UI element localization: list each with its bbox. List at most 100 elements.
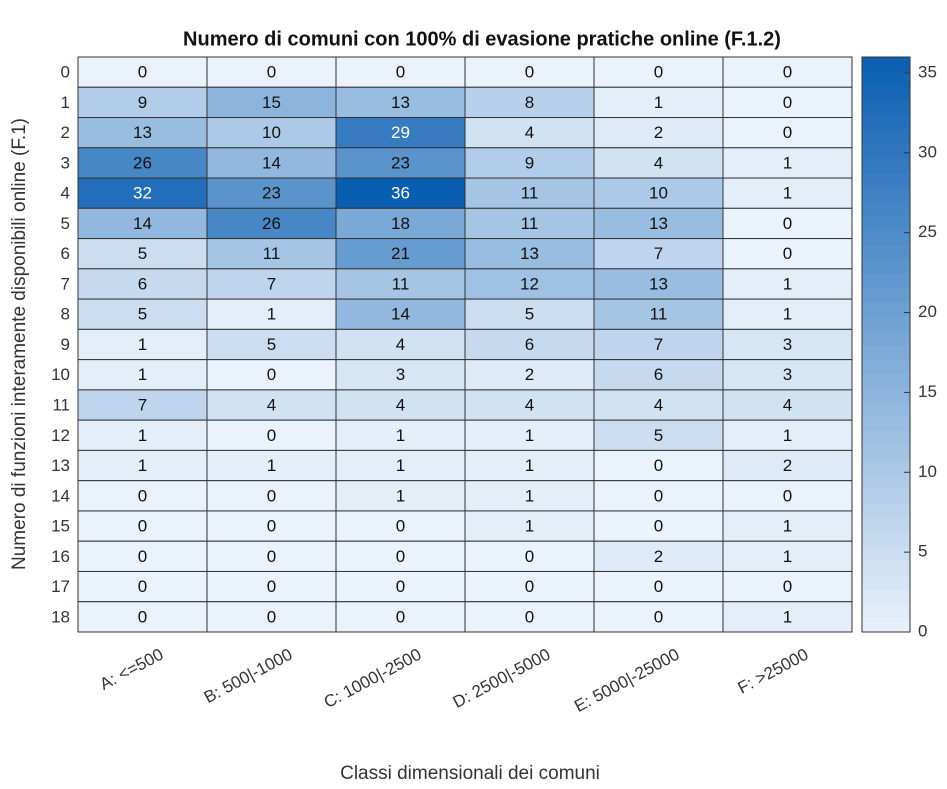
- cell-label: 0: [525, 577, 534, 596]
- heatmap-cell: [206, 389, 337, 421]
- cell-label: 4: [654, 396, 663, 415]
- colorbar-step: [862, 358, 910, 374]
- cell-label: 13: [649, 214, 668, 233]
- colorbar-step: [862, 545, 910, 561]
- cell-label: 14: [391, 305, 410, 324]
- cell-label: 0: [783, 214, 792, 233]
- cell-label: 1: [267, 305, 276, 324]
- colorbar-tick-label: 10: [918, 462, 937, 481]
- cell-label: 36: [391, 184, 410, 203]
- cell-label: 4: [525, 396, 534, 415]
- heatmap-cell: [206, 298, 337, 330]
- heatmap-cell: [464, 147, 595, 179]
- cell-label: 4: [654, 153, 663, 172]
- cell-label: 21: [391, 244, 410, 263]
- cell-label: 3: [783, 365, 792, 384]
- x-tick-label: F: >25000: [735, 645, 812, 698]
- heatmap-cell: [722, 86, 853, 119]
- colorbar-step: [862, 531, 910, 547]
- y-tick-label: 13: [51, 456, 70, 475]
- cell-label: 0: [783, 123, 792, 142]
- heatmap-cell: [722, 147, 853, 179]
- colorbar-step: [862, 114, 910, 130]
- cell-label: 1: [138, 426, 147, 445]
- colorbar-step: [862, 430, 910, 446]
- cell-label: 1: [267, 456, 276, 475]
- cell-label: 0: [396, 547, 405, 566]
- colorbar-step: [862, 445, 910, 460]
- cell-label: 23: [262, 184, 281, 203]
- y-tick-label: 15: [51, 517, 70, 536]
- cell-label: 26: [133, 153, 152, 172]
- cell-label: 1: [783, 517, 792, 536]
- y-tick-label: 2: [61, 123, 70, 142]
- heatmap-cell: [335, 389, 466, 421]
- cell-label: 1: [396, 426, 405, 445]
- y-tick-label: 16: [51, 547, 70, 566]
- heatmap-cell: [77, 570, 208, 603]
- x-tick-label: A: <=500: [97, 645, 167, 694]
- cell-label: 0: [138, 607, 147, 626]
- cell-label: 1: [783, 547, 792, 566]
- colorbar-step: [862, 473, 910, 489]
- heatmap-cell: [464, 419, 595, 451]
- heatmap-cell: [206, 117, 337, 149]
- cell-label: 6: [138, 274, 147, 293]
- colorbar-step: [862, 603, 910, 619]
- cell-label: 0: [138, 577, 147, 596]
- cell-label: 5: [267, 335, 276, 354]
- cell-label: 0: [267, 426, 276, 445]
- cell-label: 0: [654, 607, 663, 626]
- colorbar-tick-label: 20: [918, 302, 937, 321]
- cell-label: 0: [396, 63, 405, 82]
- heatmap-cell: [722, 56, 853, 88]
- heatmap-cell: [464, 389, 595, 421]
- cell-label: 1: [783, 607, 792, 626]
- heatmap-cell: [593, 449, 724, 482]
- cell-label: 1: [783, 153, 792, 172]
- cell-label: 0: [783, 63, 792, 82]
- heatmap-cell: [722, 117, 853, 149]
- colorbar-tick-label: 30: [918, 142, 937, 161]
- cell-label: 0: [138, 517, 147, 536]
- cell-label: 7: [138, 396, 147, 415]
- heatmap-cell: [464, 359, 595, 391]
- colorbar-step: [862, 416, 910, 432]
- heatmap-cell: [77, 238, 208, 270]
- heatmap-cell: [206, 540, 337, 572]
- y-tick-label: 7: [61, 274, 70, 293]
- heatmap-cell: [206, 56, 337, 88]
- colorbar-step: [862, 85, 910, 101]
- heatmap-cell: [335, 56, 466, 88]
- heatmap-cell: [593, 268, 724, 300]
- heatmap-cell: [593, 117, 724, 149]
- heatmap-cell: [593, 570, 724, 603]
- heatmap-cell: [464, 540, 595, 572]
- heatmap-cell: [464, 480, 595, 512]
- heatmap-cell: [593, 177, 724, 209]
- heatmap-cell: [722, 570, 853, 603]
- heatmap-cell: [77, 510, 208, 542]
- heatmap-cell: [593, 298, 724, 330]
- cell-label: 5: [138, 305, 147, 324]
- heatmap-cell: [593, 328, 724, 361]
- cell-label: 32: [133, 184, 152, 203]
- colorbar-tick-label: 25: [918, 222, 937, 241]
- colorbar-step: [862, 488, 910, 504]
- cell-label: 0: [396, 577, 405, 596]
- y-tick-label: 10: [51, 365, 70, 384]
- colorbar-step: [862, 301, 910, 317]
- heatmap-cell: [206, 328, 337, 361]
- colorbar-step: [862, 215, 910, 230]
- heatmap-cell: [335, 601, 466, 633]
- y-tick-label: 6: [61, 244, 70, 263]
- heatmap-cell: [464, 601, 595, 633]
- heatmap-cell: [722, 389, 853, 421]
- cell-label: 0: [138, 63, 147, 82]
- heatmap-cell: [464, 177, 595, 209]
- cell-label: 0: [267, 365, 276, 384]
- cell-label: 5: [654, 426, 663, 445]
- y-tick-label: 17: [51, 577, 70, 596]
- heatmap-cell: [335, 298, 466, 330]
- heatmap-cell: [722, 480, 853, 512]
